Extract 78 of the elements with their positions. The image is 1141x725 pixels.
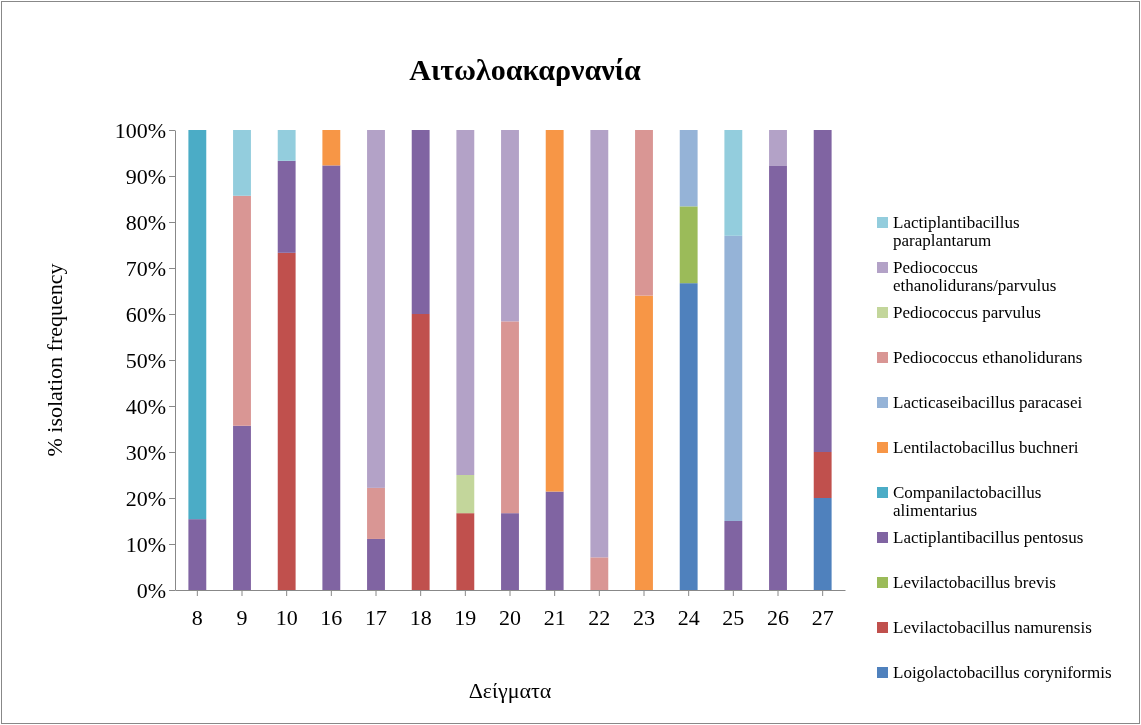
bar	[322, 165, 341, 590]
bar	[411, 130, 430, 314]
legend-label: Lactiplantibacillus paraplantarum	[893, 213, 1020, 250]
bar	[233, 130, 251, 196]
bar	[322, 130, 341, 166]
bar	[679, 130, 698, 207]
bar	[411, 314, 430, 590]
x-tick-label: 26	[767, 605, 789, 631]
y-tick-label: 80%	[125, 209, 166, 235]
bar	[545, 491, 564, 590]
legend-label: Levilactobacillus namurensis	[893, 618, 1092, 637]
x-tick-label: 22	[588, 605, 611, 631]
x-tick-label: 19	[454, 605, 477, 631]
x-tick-label: 17	[365, 605, 387, 631]
bar	[635, 130, 653, 296]
legend-label: Loigolactobacillus coryniformis	[893, 663, 1112, 682]
bar	[769, 165, 787, 590]
x-tick-label: 8	[191, 605, 203, 631]
y-tick-label: 50%	[125, 347, 166, 373]
x-tick-label: 20	[499, 605, 521, 631]
bar	[188, 519, 207, 590]
bar	[188, 130, 207, 520]
bar	[813, 452, 832, 498]
bar	[233, 425, 251, 590]
bar	[456, 130, 475, 475]
bar	[367, 538, 385, 590]
bar	[590, 130, 609, 558]
bar	[277, 252, 296, 590]
y-axis-title: % isolation frequency	[42, 263, 67, 457]
bar	[501, 321, 519, 514]
y-tick-label: 100%	[114, 117, 166, 143]
x-tick-label: 16	[320, 605, 343, 631]
bar	[813, 498, 832, 590]
bar	[679, 283, 698, 590]
x-tick-label: 24	[677, 605, 700, 631]
legend-label: Pediococcus parvulus	[893, 303, 1041, 322]
bar	[769, 130, 787, 166]
x-tick-label: 21	[543, 605, 566, 631]
bar	[367, 487, 385, 539]
legend-label: Companilactobacillus alimentarius	[893, 483, 1042, 520]
bar	[724, 235, 743, 521]
y-tick-label: 70%	[125, 255, 166, 281]
chart-title: Αιτωλοακαρνανία	[409, 53, 641, 86]
y-tick-label: 90%	[125, 163, 166, 189]
x-tick-label: 18	[409, 605, 432, 631]
bar	[679, 206, 698, 284]
x-tick-label: 25	[722, 605, 745, 631]
bar	[635, 295, 653, 590]
bar	[277, 130, 296, 161]
legend-label: Lentilactobacillus buchneri	[893, 438, 1079, 457]
bar	[590, 557, 609, 590]
y-tick-label: 30%	[125, 439, 166, 465]
y-tick-label: 0%	[136, 577, 166, 603]
bar	[367, 130, 385, 488]
x-tick-label: 23	[633, 605, 655, 631]
bar	[456, 513, 475, 590]
legend-label: Lactiplantibacillus pentosus	[893, 528, 1084, 547]
y-tick-label: 20%	[125, 485, 166, 511]
bar	[456, 475, 475, 514]
legend-label: Pediococcus ethanolidurans/parvulus	[893, 258, 1057, 295]
y-tick-label: 40%	[125, 393, 166, 419]
bar	[813, 130, 832, 452]
x-tick-label: 10	[275, 605, 298, 631]
bar	[233, 195, 251, 426]
bar	[501, 513, 519, 590]
x-tick-label: 9	[236, 605, 248, 631]
x-axis-title: Δείγματα	[468, 678, 552, 703]
bar	[545, 130, 564, 492]
bar	[501, 130, 519, 322]
legend-label: Lacticaseibacillus paracasei	[893, 393, 1083, 412]
legend-label: Levilactobacillus brevis	[893, 573, 1056, 592]
y-tick-label: 10%	[125, 531, 166, 557]
y-tick-label: 60%	[125, 301, 166, 327]
bar	[724, 521, 743, 590]
x-tick-label: 27	[811, 605, 834, 631]
bar	[724, 130, 743, 236]
legend-label: Pediococcus ethanolidurans	[893, 348, 1083, 367]
bar	[277, 160, 296, 253]
